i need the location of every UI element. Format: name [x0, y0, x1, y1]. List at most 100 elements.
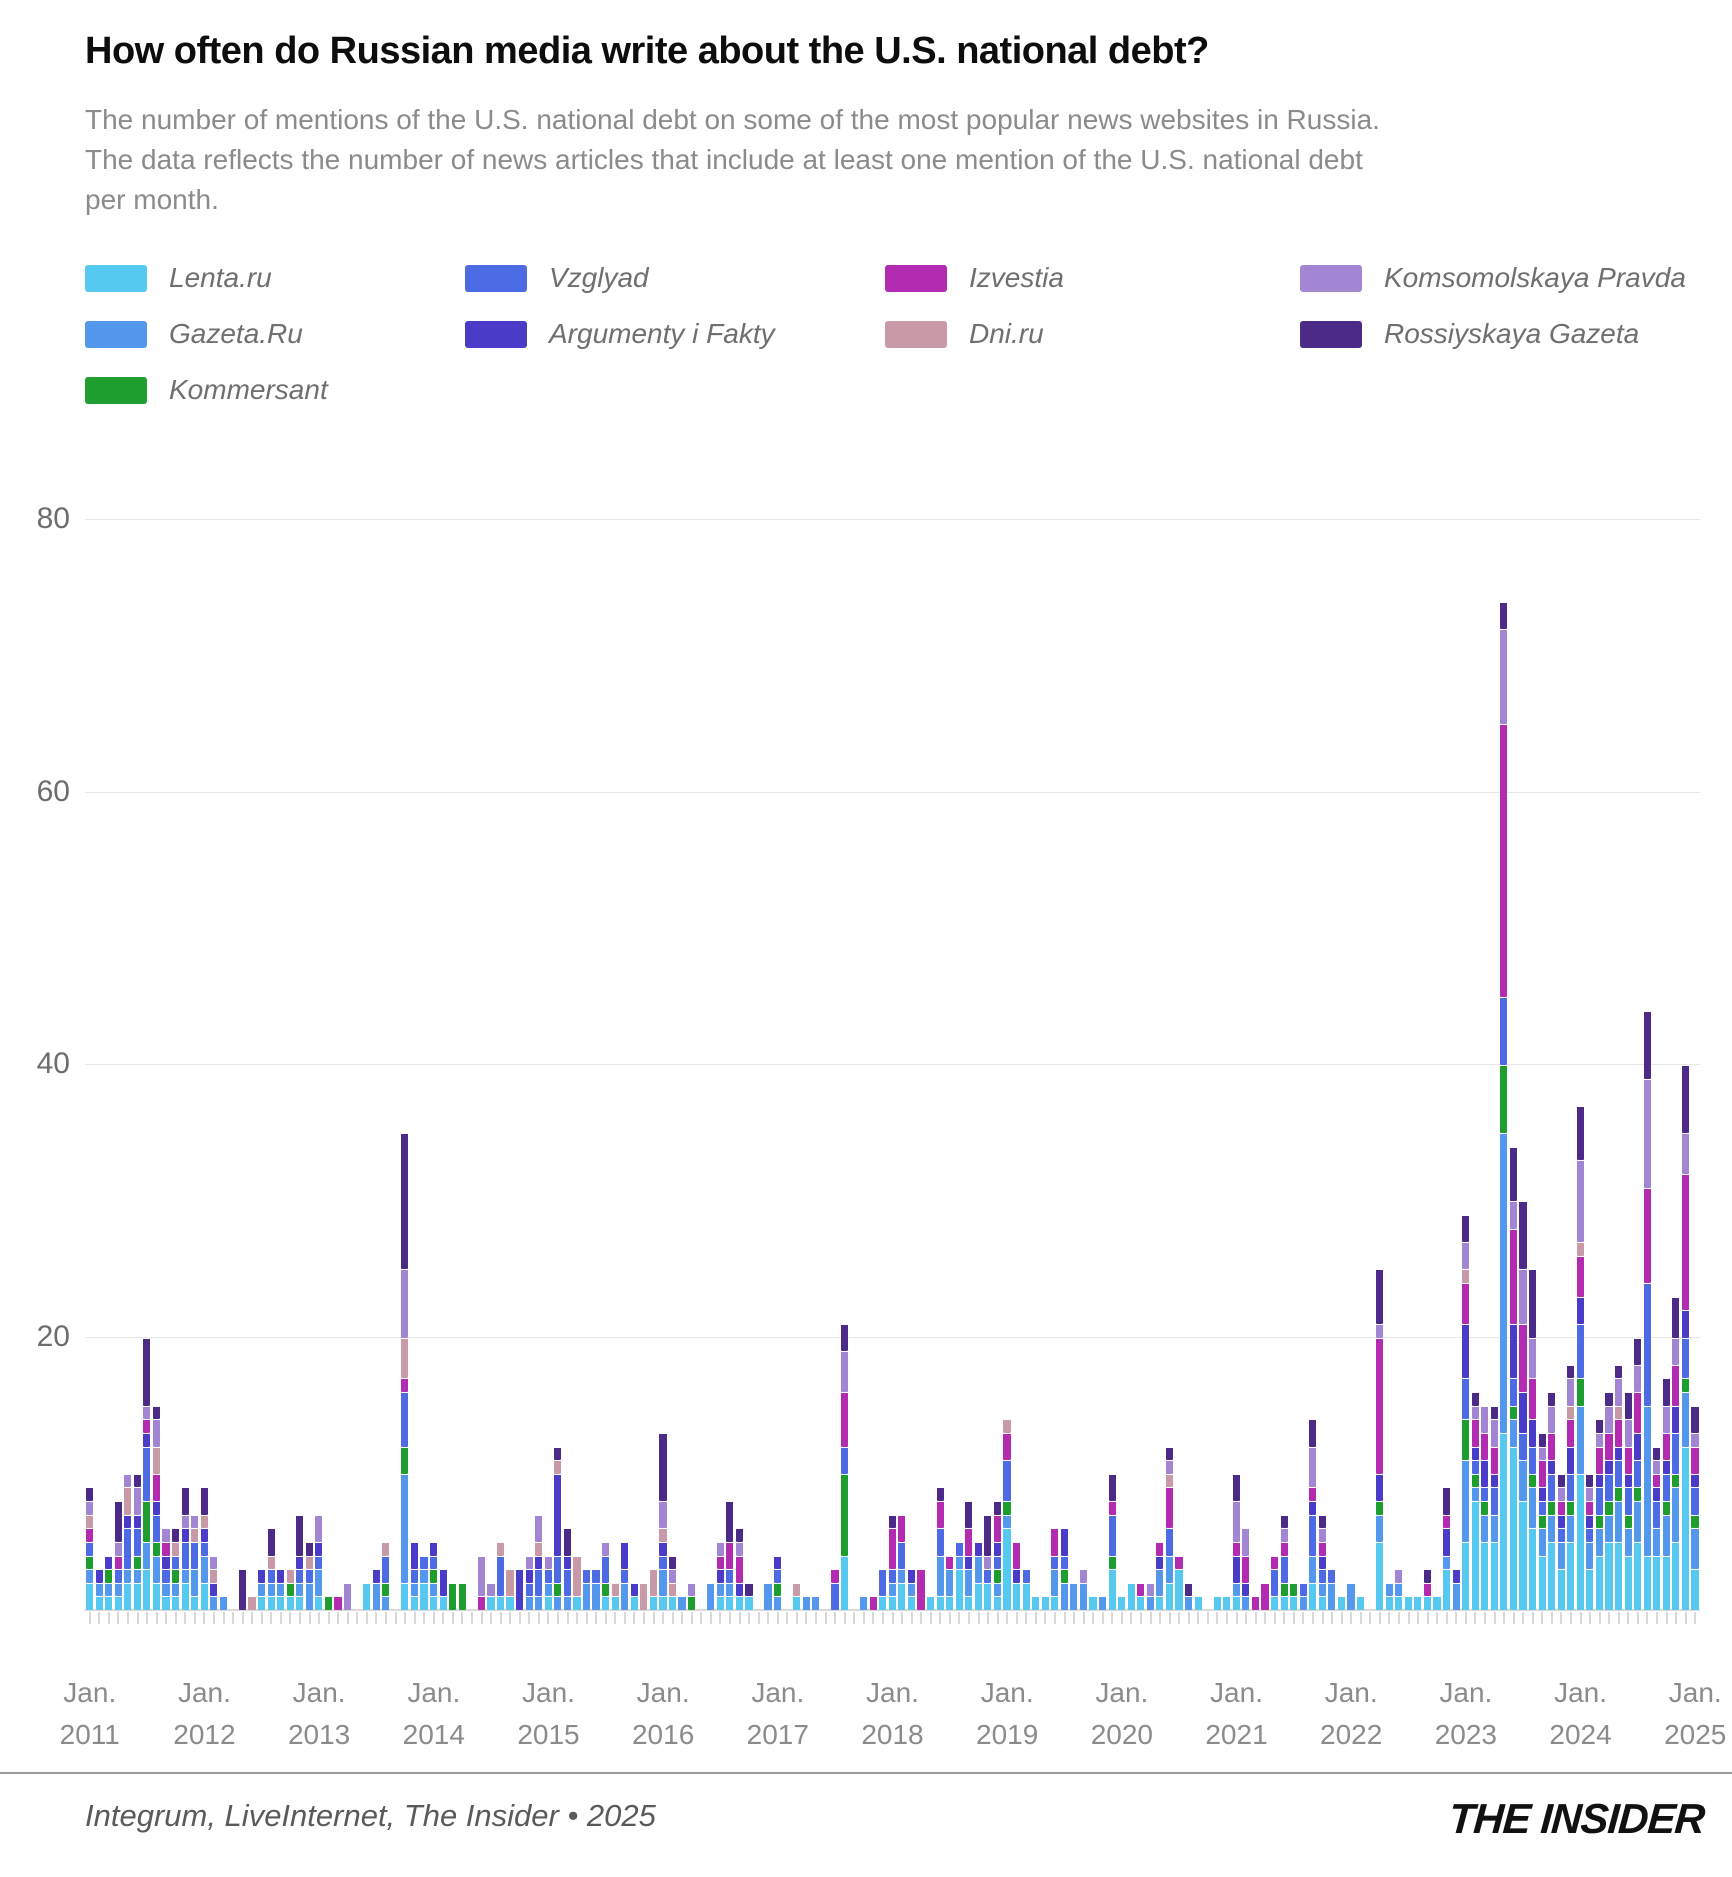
bar-2017-05[interactable]: [812, 1596, 820, 1610]
bar-2015-02[interactable]: [554, 1446, 562, 1610]
bar-2023-07[interactable]: [1519, 1201, 1527, 1610]
bar-2020-03[interactable]: [1137, 1582, 1145, 1610]
bar-2021-07[interactable]: [1290, 1582, 1298, 1610]
bar-2019-12[interactable]: [1108, 1473, 1116, 1610]
bar-2019-11[interactable]: [1098, 1596, 1107, 1610]
bar-2012-10[interactable]: [286, 1569, 294, 1610]
bar-2011-10[interactable]: [172, 1528, 180, 1610]
bar-2022-09[interactable]: [1423, 1569, 1431, 1610]
bar-2011-12[interactable]: [191, 1514, 199, 1610]
bar-2018-01[interactable]: [888, 1514, 896, 1610]
bar-2015-12[interactable]: [649, 1569, 657, 1610]
bar-2022-06[interactable]: [1395, 1569, 1403, 1610]
bar-2021-10[interactable]: [1318, 1514, 1326, 1610]
bar-2012-02[interactable]: [210, 1555, 218, 1610]
bar-2023-10[interactable]: [1548, 1392, 1556, 1610]
bar-2013-11[interactable]: [410, 1541, 419, 1610]
bar-2023-02[interactable]: [1471, 1392, 1479, 1610]
bar-2018-10[interactable]: [974, 1541, 982, 1610]
bar-2019-09[interactable]: [1079, 1569, 1087, 1610]
bar-2018-09[interactable]: [965, 1501, 973, 1610]
bar-2024-01[interactable]: [1576, 1105, 1584, 1610]
bar-2016-08[interactable]: [726, 1501, 734, 1610]
bar-2016-07[interactable]: [716, 1541, 724, 1610]
bar-2012-01[interactable]: [200, 1487, 208, 1610]
bar-2014-02[interactable]: [439, 1569, 447, 1610]
bar-2023-01[interactable]: [1462, 1214, 1470, 1610]
bar-2021-09[interactable]: [1309, 1419, 1317, 1610]
bar-2019-01[interactable]: [1003, 1419, 1011, 1610]
bar-2013-07[interactable]: [372, 1569, 380, 1610]
bar-2015-07[interactable]: [602, 1541, 610, 1610]
bar-2022-07[interactable]: [1404, 1596, 1412, 1610]
bar-2025-01[interactable]: [1691, 1405, 1699, 1610]
bar-2015-08[interactable]: [611, 1582, 619, 1610]
bar-2019-05[interactable]: [1041, 1596, 1049, 1610]
bar-2012-09[interactable]: [277, 1569, 285, 1610]
bar-2018-11[interactable]: [984, 1514, 992, 1610]
bar-2019-10[interactable]: [1089, 1596, 1097, 1610]
bar-2011-02[interactable]: [95, 1569, 103, 1610]
bar-2011-06[interactable]: [133, 1473, 141, 1610]
bar-2014-12[interactable]: [535, 1514, 543, 1610]
bar-2014-07[interactable]: [487, 1582, 495, 1610]
bar-2023-08[interactable]: [1528, 1269, 1537, 1610]
bar-2018-04[interactable]: [917, 1569, 925, 1610]
bar-2020-05[interactable]: [1156, 1541, 1164, 1610]
bar-2016-02[interactable]: [668, 1555, 677, 1610]
bar-2016-04[interactable]: [688, 1582, 696, 1610]
bar-2016-06[interactable]: [707, 1582, 715, 1610]
bar-2019-03[interactable]: [1022, 1569, 1030, 1610]
bar-2015-03[interactable]: [563, 1528, 571, 1610]
bar-2014-04[interactable]: [458, 1582, 466, 1610]
bar-2013-03[interactable]: [334, 1596, 342, 1610]
bar-2024-06[interactable]: [1624, 1392, 1632, 1610]
bar-2011-07[interactable]: [143, 1337, 151, 1610]
bar-2024-10[interactable]: [1662, 1378, 1670, 1610]
bar-2012-11[interactable]: [296, 1514, 304, 1610]
bar-2014-06[interactable]: [477, 1555, 485, 1610]
bar-2020-02[interactable]: [1127, 1582, 1135, 1610]
bar-2024-02[interactable]: [1586, 1473, 1594, 1610]
bar-2021-11[interactable]: [1328, 1569, 1336, 1610]
bar-2017-10[interactable]: [860, 1596, 868, 1610]
bar-2012-12[interactable]: [305, 1541, 313, 1610]
bar-2013-06[interactable]: [363, 1582, 371, 1610]
bar-2015-04[interactable]: [573, 1555, 581, 1610]
bar-2016-09[interactable]: [735, 1528, 743, 1610]
bar-2018-08[interactable]: [955, 1541, 963, 1610]
bar-2013-04[interactable]: [344, 1582, 352, 1610]
bar-2011-01[interactable]: [86, 1487, 94, 1610]
bar-2024-11[interactable]: [1672, 1296, 1680, 1610]
bar-2015-10[interactable]: [630, 1582, 638, 1610]
bar-2015-05[interactable]: [582, 1569, 591, 1610]
bar-2024-07[interactable]: [1634, 1337, 1642, 1610]
bar-2020-12[interactable]: [1223, 1596, 1231, 1610]
bar-2013-12[interactable]: [420, 1555, 428, 1610]
bar-2012-07[interactable]: [258, 1569, 266, 1610]
bar-2021-02[interactable]: [1242, 1528, 1250, 1610]
bar-2021-05[interactable]: [1270, 1555, 1279, 1610]
bar-2020-04[interactable]: [1146, 1582, 1154, 1610]
bar-2022-02[interactable]: [1356, 1596, 1365, 1610]
bar-2011-11[interactable]: [181, 1487, 189, 1610]
bar-2015-09[interactable]: [621, 1541, 629, 1610]
bar-2023-06[interactable]: [1509, 1146, 1518, 1610]
bar-2023-09[interactable]: [1538, 1432, 1546, 1610]
bar-2015-06[interactable]: [592, 1569, 600, 1610]
bar-2017-11[interactable]: [869, 1596, 877, 1610]
bar-2022-01[interactable]: [1347, 1582, 1355, 1610]
bar-2022-05[interactable]: [1385, 1582, 1393, 1610]
bar-2020-06[interactable]: [1165, 1446, 1173, 1610]
bar-2017-03[interactable]: [793, 1582, 801, 1610]
bar-2021-03[interactable]: [1251, 1596, 1259, 1610]
bar-2019-06[interactable]: [1051, 1528, 1059, 1610]
bar-2021-06[interactable]: [1280, 1514, 1288, 1610]
bar-2016-10[interactable]: [745, 1582, 753, 1610]
bar-2013-02[interactable]: [324, 1596, 333, 1610]
bar-2015-11[interactable]: [640, 1582, 648, 1610]
bar-2013-10[interactable]: [401, 1133, 409, 1610]
bar-2023-11[interactable]: [1557, 1473, 1565, 1610]
bar-2019-02[interactable]: [1012, 1541, 1021, 1610]
bar-2017-04[interactable]: [802, 1596, 810, 1610]
